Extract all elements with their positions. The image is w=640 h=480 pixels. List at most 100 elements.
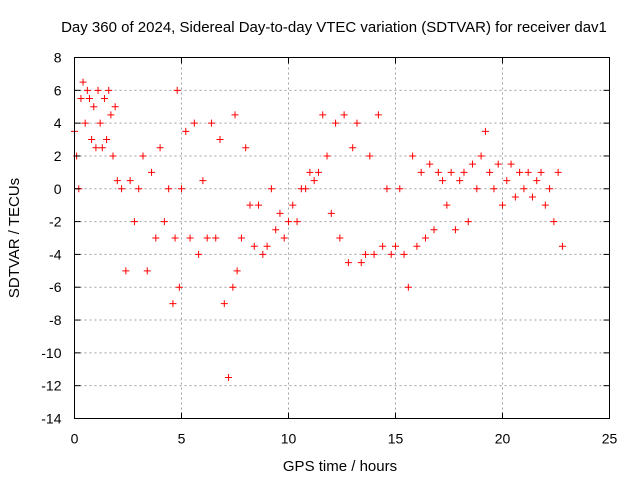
data-point xyxy=(490,185,498,193)
y-tick-labels: -14 -12 -10 -8 -6 -4 -2 0 2 4 6 8 xyxy=(41,50,61,427)
data-point xyxy=(169,300,177,308)
data-point xyxy=(340,111,348,119)
chart-title: Day 360 of 2024, Sidereal Day-to-day VTE… xyxy=(61,19,607,36)
x-tick-label: 25 xyxy=(602,431,618,447)
data-point xyxy=(156,144,164,152)
data-point xyxy=(404,283,412,291)
data-point xyxy=(272,226,280,234)
data-point xyxy=(79,78,87,86)
data-point xyxy=(255,201,263,209)
data-point xyxy=(379,242,387,250)
x-axis-label: GPS time / hours xyxy=(283,458,397,475)
data-point xyxy=(81,119,89,127)
x-tick-label: 10 xyxy=(281,431,297,447)
y-tick-label: -10 xyxy=(41,345,61,361)
data-point xyxy=(233,267,241,275)
data-point xyxy=(152,234,160,242)
data-point xyxy=(554,168,562,176)
data-point xyxy=(160,218,168,226)
grid-lines xyxy=(74,57,610,419)
y-tick-label: 6 xyxy=(54,82,62,98)
data-point xyxy=(267,185,275,193)
data-point xyxy=(314,168,322,176)
y-tick-label: -8 xyxy=(49,312,62,328)
data-point xyxy=(212,234,220,242)
data-point xyxy=(332,119,340,127)
data-point xyxy=(546,185,554,193)
data-point xyxy=(203,234,211,242)
axis-ticks xyxy=(74,57,610,419)
data-point xyxy=(366,152,374,160)
data-point xyxy=(413,242,421,250)
data-point xyxy=(306,168,314,176)
data-point xyxy=(118,185,126,193)
data-point xyxy=(231,111,239,119)
data-point xyxy=(524,168,532,176)
data-point xyxy=(195,250,203,258)
data-point xyxy=(135,185,143,193)
data-point xyxy=(246,201,254,209)
data-point xyxy=(464,218,472,226)
data-point xyxy=(94,86,102,94)
data-point xyxy=(216,136,224,144)
data-point xyxy=(100,95,108,103)
data-point xyxy=(537,168,545,176)
data-point xyxy=(220,300,228,308)
x-tick-label: 5 xyxy=(178,431,186,447)
data-point xyxy=(250,242,258,250)
data-point xyxy=(113,177,121,185)
data-point xyxy=(263,242,271,250)
data-point xyxy=(507,160,515,168)
data-point xyxy=(92,144,100,152)
data-point xyxy=(499,201,506,209)
data-point xyxy=(178,185,185,193)
y-tick-label: 0 xyxy=(54,181,62,197)
data-point xyxy=(469,160,477,168)
data-point xyxy=(353,119,361,127)
data-point xyxy=(77,95,85,103)
data-point xyxy=(83,86,91,94)
data-point xyxy=(421,234,429,242)
data-point xyxy=(280,234,288,242)
data-point xyxy=(107,111,115,119)
data-point xyxy=(558,242,566,250)
data-point xyxy=(486,168,494,176)
data-point xyxy=(105,86,113,94)
data-point xyxy=(88,136,96,144)
data-point xyxy=(289,201,297,209)
data-point xyxy=(237,234,245,242)
data-point xyxy=(344,259,352,267)
y-tick-label: 8 xyxy=(54,50,62,66)
data-point xyxy=(242,144,250,152)
data-point xyxy=(336,234,344,242)
plot-frame xyxy=(74,57,610,419)
y-tick-label: -12 xyxy=(41,378,61,394)
data-point xyxy=(430,226,438,234)
data-point xyxy=(323,152,331,160)
data-point xyxy=(473,185,481,193)
y-tick-label: 2 xyxy=(54,148,62,164)
data-point xyxy=(199,177,207,185)
data-point xyxy=(276,209,284,217)
data-point xyxy=(225,373,233,381)
data-point xyxy=(400,250,408,258)
data-point xyxy=(447,168,455,176)
data-point xyxy=(370,250,378,258)
data-point xyxy=(96,119,104,127)
x-tick-label: 15 xyxy=(388,431,404,447)
data-point xyxy=(293,218,301,226)
data-point xyxy=(173,86,181,94)
data-point xyxy=(165,185,173,193)
data-point xyxy=(374,111,382,119)
data-point xyxy=(396,185,404,193)
data-point xyxy=(182,127,190,135)
data-point xyxy=(122,267,130,275)
data-point xyxy=(503,177,511,185)
data-point xyxy=(111,103,119,111)
data-point xyxy=(387,250,395,258)
data-point xyxy=(456,177,464,185)
data-point xyxy=(383,185,391,193)
data-point xyxy=(550,218,558,226)
data-point xyxy=(392,242,399,250)
data-point xyxy=(171,234,179,242)
